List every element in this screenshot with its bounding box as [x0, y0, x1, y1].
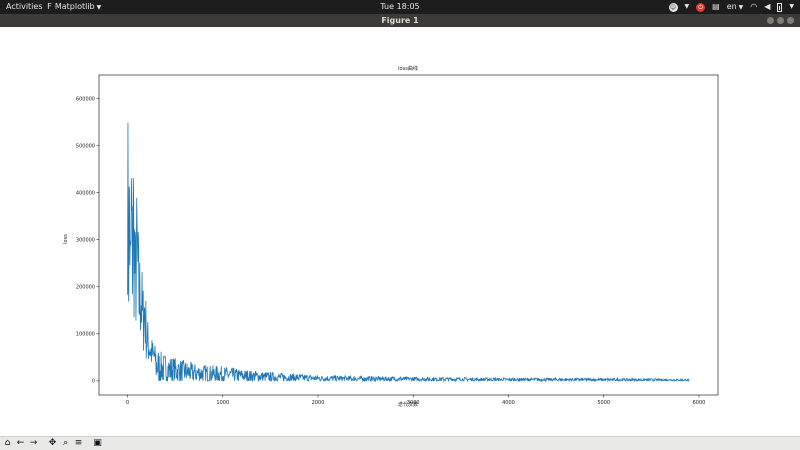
- plot-frame: [98, 74, 719, 396]
- x-tick-label: 3000: [407, 400, 420, 406]
- volume-icon[interactable]: ◀: [764, 2, 771, 11]
- loss-chart: 0 1000 2000 3000 4000 5000 6000 0 100000 200000 30…: [76, 74, 719, 406]
- x-tick-label: 1000: [216, 400, 229, 406]
- forward-icon[interactable]: →: [29, 438, 38, 448]
- y-tick-label: 400000: [76, 190, 95, 196]
- window-titlebar: Figure 1: [0, 14, 800, 27]
- activities-button[interactable]: Activities: [6, 2, 43, 11]
- y-tick-label: 500000: [76, 143, 95, 149]
- pan-icon[interactable]: ✥: [48, 438, 57, 448]
- close-button[interactable]: [787, 17, 794, 24]
- window-title: Figure 1: [381, 16, 419, 25]
- app-name: Matplotlib: [54, 2, 95, 11]
- chevron-down-icon: ▼: [96, 4, 102, 11]
- keyboard-icon[interactable]: ▤: [712, 2, 720, 11]
- x-tick-label: 5000: [597, 400, 610, 406]
- y-tick-label: 200000: [76, 285, 95, 291]
- system-tray: ☺ ▼ ⏻ ▤ en ▼ ◠ ◀ ▼: [668, 0, 794, 14]
- loss-series-line: [127, 122, 690, 383]
- y-tick-label: 600000: [76, 96, 95, 102]
- y-tick-label: 0: [92, 379, 95, 385]
- language-indicator[interactable]: en ▼: [726, 1, 744, 11]
- navigation-toolbar: ⌂ ← → ✥ ⌕ ≡ ▣: [0, 436, 800, 450]
- chevron-down-icon: ▼: [684, 3, 690, 10]
- window-controls: [767, 17, 794, 24]
- chevron-down-icon: ▼: [789, 3, 794, 10]
- chart-title: loss曲线: [398, 66, 418, 72]
- minimize-button[interactable]: [767, 17, 774, 24]
- app-menu[interactable]: F Matplotlib ▼: [47, 0, 101, 15]
- y-tick-label: 300000: [76, 238, 95, 244]
- zoom-icon[interactable]: ⌕: [62, 438, 69, 448]
- figure-canvas[interactable]: loss曲线 loss 迭代次数 0 1000 2000 3000 4000 5000 60…: [0, 27, 800, 436]
- accessibility-icon[interactable]: ☺: [668, 2, 678, 12]
- save-icon[interactable]: ▣: [93, 438, 102, 448]
- back-icon[interactable]: ←: [16, 438, 25, 448]
- top-bar: Activities F Matplotlib ▼ Tue 18:05 ☺ ▼ ⏻ …: [0, 0, 800, 14]
- x-tick-label: 0: [126, 400, 129, 406]
- app-icon: F: [47, 2, 52, 11]
- configure-subplots-icon[interactable]: ≡: [74, 438, 83, 448]
- maximize-button[interactable]: [777, 17, 784, 24]
- x-axis-label: 迭代次数: [397, 402, 418, 408]
- chevron-down-icon: ▼: [736, 3, 744, 11]
- battery-icon[interactable]: [777, 2, 783, 12]
- wifi-icon[interactable]: ◠: [750, 2, 758, 11]
- x-tick-label: 2000: [312, 400, 325, 406]
- x-tick-label: 6000: [693, 400, 706, 406]
- y-tick-label: 100000: [76, 332, 95, 338]
- home-icon[interactable]: ⌂: [4, 438, 11, 448]
- x-tick-label: 4000: [502, 400, 515, 406]
- notification-icon[interactable]: ⏻: [696, 2, 706, 12]
